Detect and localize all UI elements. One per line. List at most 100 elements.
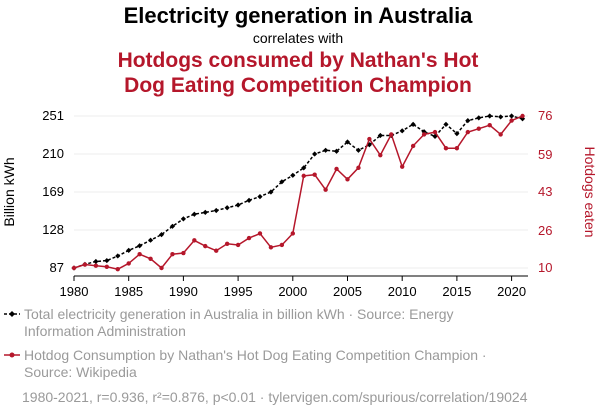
series-2-point — [203, 243, 208, 249]
x-tick-label: 2020 — [497, 284, 526, 299]
y-tick-left-label: 169 — [42, 184, 64, 199]
series-1-point — [180, 216, 186, 222]
chart-title-2-line-1: Hotdogs consumed by Nathan's Hot — [118, 49, 479, 72]
series-2-point — [214, 248, 219, 253]
footer-stats: 1980-2021, r=0.936, r²=0.876, p<0.01 · t… — [22, 389, 528, 405]
series-1-point — [465, 118, 471, 124]
y-tick-left-label: 210 — [42, 146, 64, 161]
legend-series1-text-line-1: Total electricity generation in Australi… — [24, 306, 454, 322]
series-1-point — [115, 253, 121, 259]
x-tick-label: 2000 — [278, 284, 307, 299]
series-2-point — [378, 152, 383, 158]
series-1-point — [508, 113, 515, 119]
series-1-point — [104, 257, 110, 264]
chart-connector-text: correlates with — [253, 30, 343, 46]
x-tick-label: 2015 — [442, 284, 471, 299]
y-tick-left-label: 251 — [42, 108, 64, 123]
x-tick-label: 1990 — [169, 284, 198, 299]
series-2-point — [454, 146, 460, 151]
series-2-point — [399, 164, 405, 169]
y-tick-right-label: 76 — [538, 108, 552, 123]
series-1-point — [355, 147, 362, 153]
series-1-point — [147, 237, 154, 243]
legend: Total electricity generation in Australi… — [4, 306, 487, 380]
series-2-point — [181, 250, 186, 256]
legend-series1-marker — [9, 311, 15, 317]
series-1-point — [454, 131, 460, 137]
series-2-point — [257, 231, 263, 236]
series-2-point — [345, 177, 350, 182]
series-2-point — [82, 262, 88, 267]
x-tick-label: 1995 — [224, 284, 253, 299]
y-tick-left-label: 87 — [50, 260, 64, 275]
y-tick-right-label: 26 — [538, 223, 552, 238]
series-1-point — [126, 247, 132, 253]
legend-series2-text-line-1: Hotdog Consumption by Nathan's Hot Dog E… — [24, 347, 487, 363]
series-2-point — [312, 172, 317, 177]
series-2-point — [235, 242, 241, 248]
series-2-point — [465, 129, 471, 135]
series-2-point — [224, 241, 230, 247]
series-2-point — [301, 173, 306, 179]
chart-title-2-line-2: Dog Eating Competition Champion — [124, 74, 472, 97]
series-1-point — [224, 205, 230, 211]
series-2-point — [323, 187, 328, 192]
series-2-point — [410, 143, 416, 149]
series-2-point — [93, 263, 99, 268]
series-1-point — [301, 165, 307, 171]
series-2-point — [159, 265, 164, 271]
series-2-point — [443, 146, 449, 151]
chart-title: Electricity generation in Australia — [124, 3, 474, 28]
legend-series2-text-line-2: Source: Wikipedia — [24, 364, 137, 380]
series-1-point — [312, 151, 318, 157]
series-1-point — [377, 132, 383, 139]
series-1-point — [366, 142, 372, 148]
series-2-point — [421, 132, 427, 137]
series-1-point — [257, 194, 263, 200]
series-1-point — [169, 223, 176, 229]
series-1-line — [73, 115, 523, 269]
series-2-point — [476, 126, 481, 131]
series-1-point — [476, 115, 482, 121]
y-tick-right-label: 43 — [538, 184, 552, 199]
series-2-point — [104, 264, 110, 270]
series-1-point — [443, 121, 449, 127]
series-1-point — [93, 258, 99, 265]
y-axis-right-label: Hotdogs eaten — [582, 146, 598, 237]
series-1-point — [290, 172, 296, 178]
series-1-point — [235, 202, 241, 208]
y-axis-left-label: Billion kWh — [1, 157, 17, 226]
series-2-point — [334, 166, 339, 172]
series-2-point — [520, 113, 525, 119]
y-tick-right-label: 10 — [538, 260, 552, 275]
series-2-point — [509, 118, 514, 123]
series-1-point — [158, 232, 165, 238]
series-1-point — [498, 114, 504, 120]
series-2-point — [498, 132, 503, 137]
series-2-point — [432, 129, 438, 135]
series-2-point — [137, 251, 142, 257]
series-2-point — [192, 238, 197, 243]
series-2-point — [115, 266, 120, 272]
series-2-point — [268, 245, 274, 250]
series-2-point — [126, 261, 131, 266]
series-1-point — [202, 209, 208, 215]
series-1-point — [333, 148, 340, 154]
x-tick-label: 1985 — [114, 284, 143, 299]
series-1-point — [399, 128, 405, 134]
series-1-point — [519, 116, 526, 122]
series-1-point — [279, 179, 285, 185]
series — [71, 113, 526, 272]
series-2-point — [279, 242, 285, 248]
series-1-point — [421, 129, 427, 135]
series-1-point — [137, 243, 143, 249]
series-2-point — [71, 265, 77, 271]
x-tick-label: 2005 — [333, 284, 362, 299]
series-2-point — [290, 231, 295, 236]
series-1-point — [432, 133, 438, 139]
series-2-point — [356, 165, 361, 171]
series-2-point — [246, 235, 252, 241]
y-tick-right-label: 59 — [538, 147, 552, 162]
